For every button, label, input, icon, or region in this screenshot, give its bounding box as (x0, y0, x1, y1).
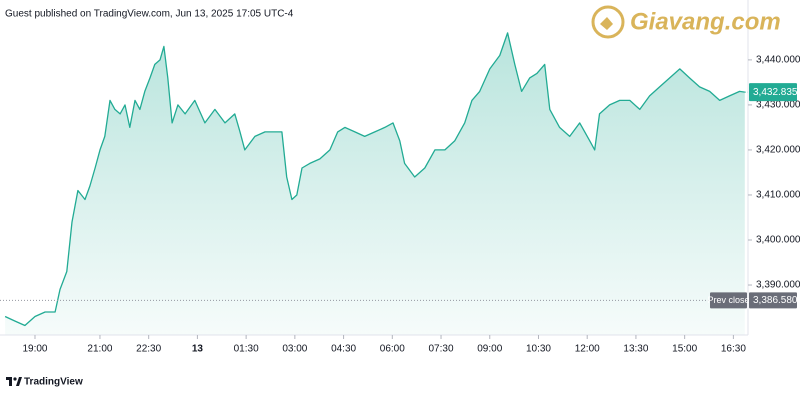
x-tick-label: 16:30 (721, 344, 746, 355)
area-fill (5, 32, 745, 336)
x-tick-label: 22:30 (136, 344, 161, 355)
x-tick-label: 21:00 (87, 344, 112, 355)
x-tick-label: 07:30 (429, 344, 454, 355)
y-tick-label: 3,410.000 (756, 190, 800, 201)
x-tick-label: 03:00 (282, 344, 307, 355)
x-tick-label: 09:00 (477, 344, 502, 355)
prev-close-label: 3,386.580 (753, 295, 798, 306)
watermark: Giavang.com (630, 8, 781, 35)
x-tick-label: 01:30 (234, 344, 259, 355)
watermark-logo: Giavang.com (591, 5, 781, 39)
x-tick-label: 15:00 (672, 344, 697, 355)
x-tick-label: 12:00 (575, 344, 600, 355)
price-line (4, 32, 745, 327)
x-tick-label: 06:00 (380, 344, 405, 355)
y-tick-label: 3,400.000 (756, 235, 800, 246)
x-tick-label: 19:00 (22, 344, 47, 355)
y-tick-label: 3,440.000 (756, 55, 800, 66)
prev-close-tag (710, 292, 747, 309)
footer: TradingView (24, 377, 83, 388)
plot-area (4, 32, 745, 336)
prev-close-box (749, 292, 797, 309)
y-tick-label: 3,390.000 (756, 280, 800, 291)
last-price-label: 3,432.835 (753, 87, 798, 98)
x-tick-label: 13:30 (623, 344, 648, 355)
header: Guest published on TradingView.com, Jun … (5, 9, 294, 20)
y-tick-label: 3,430.000 (756, 100, 800, 111)
x-tick-label: 13 (192, 344, 204, 355)
x-tick-label: 04:30 (331, 344, 356, 355)
footer-logo: TradingView (6, 377, 83, 388)
x-tick-label: 10:30 (526, 344, 551, 355)
y-tick-label: 3,420.000 (756, 145, 800, 156)
last-price-box (749, 83, 797, 102)
prev-close-name: Prev close (707, 295, 749, 305)
